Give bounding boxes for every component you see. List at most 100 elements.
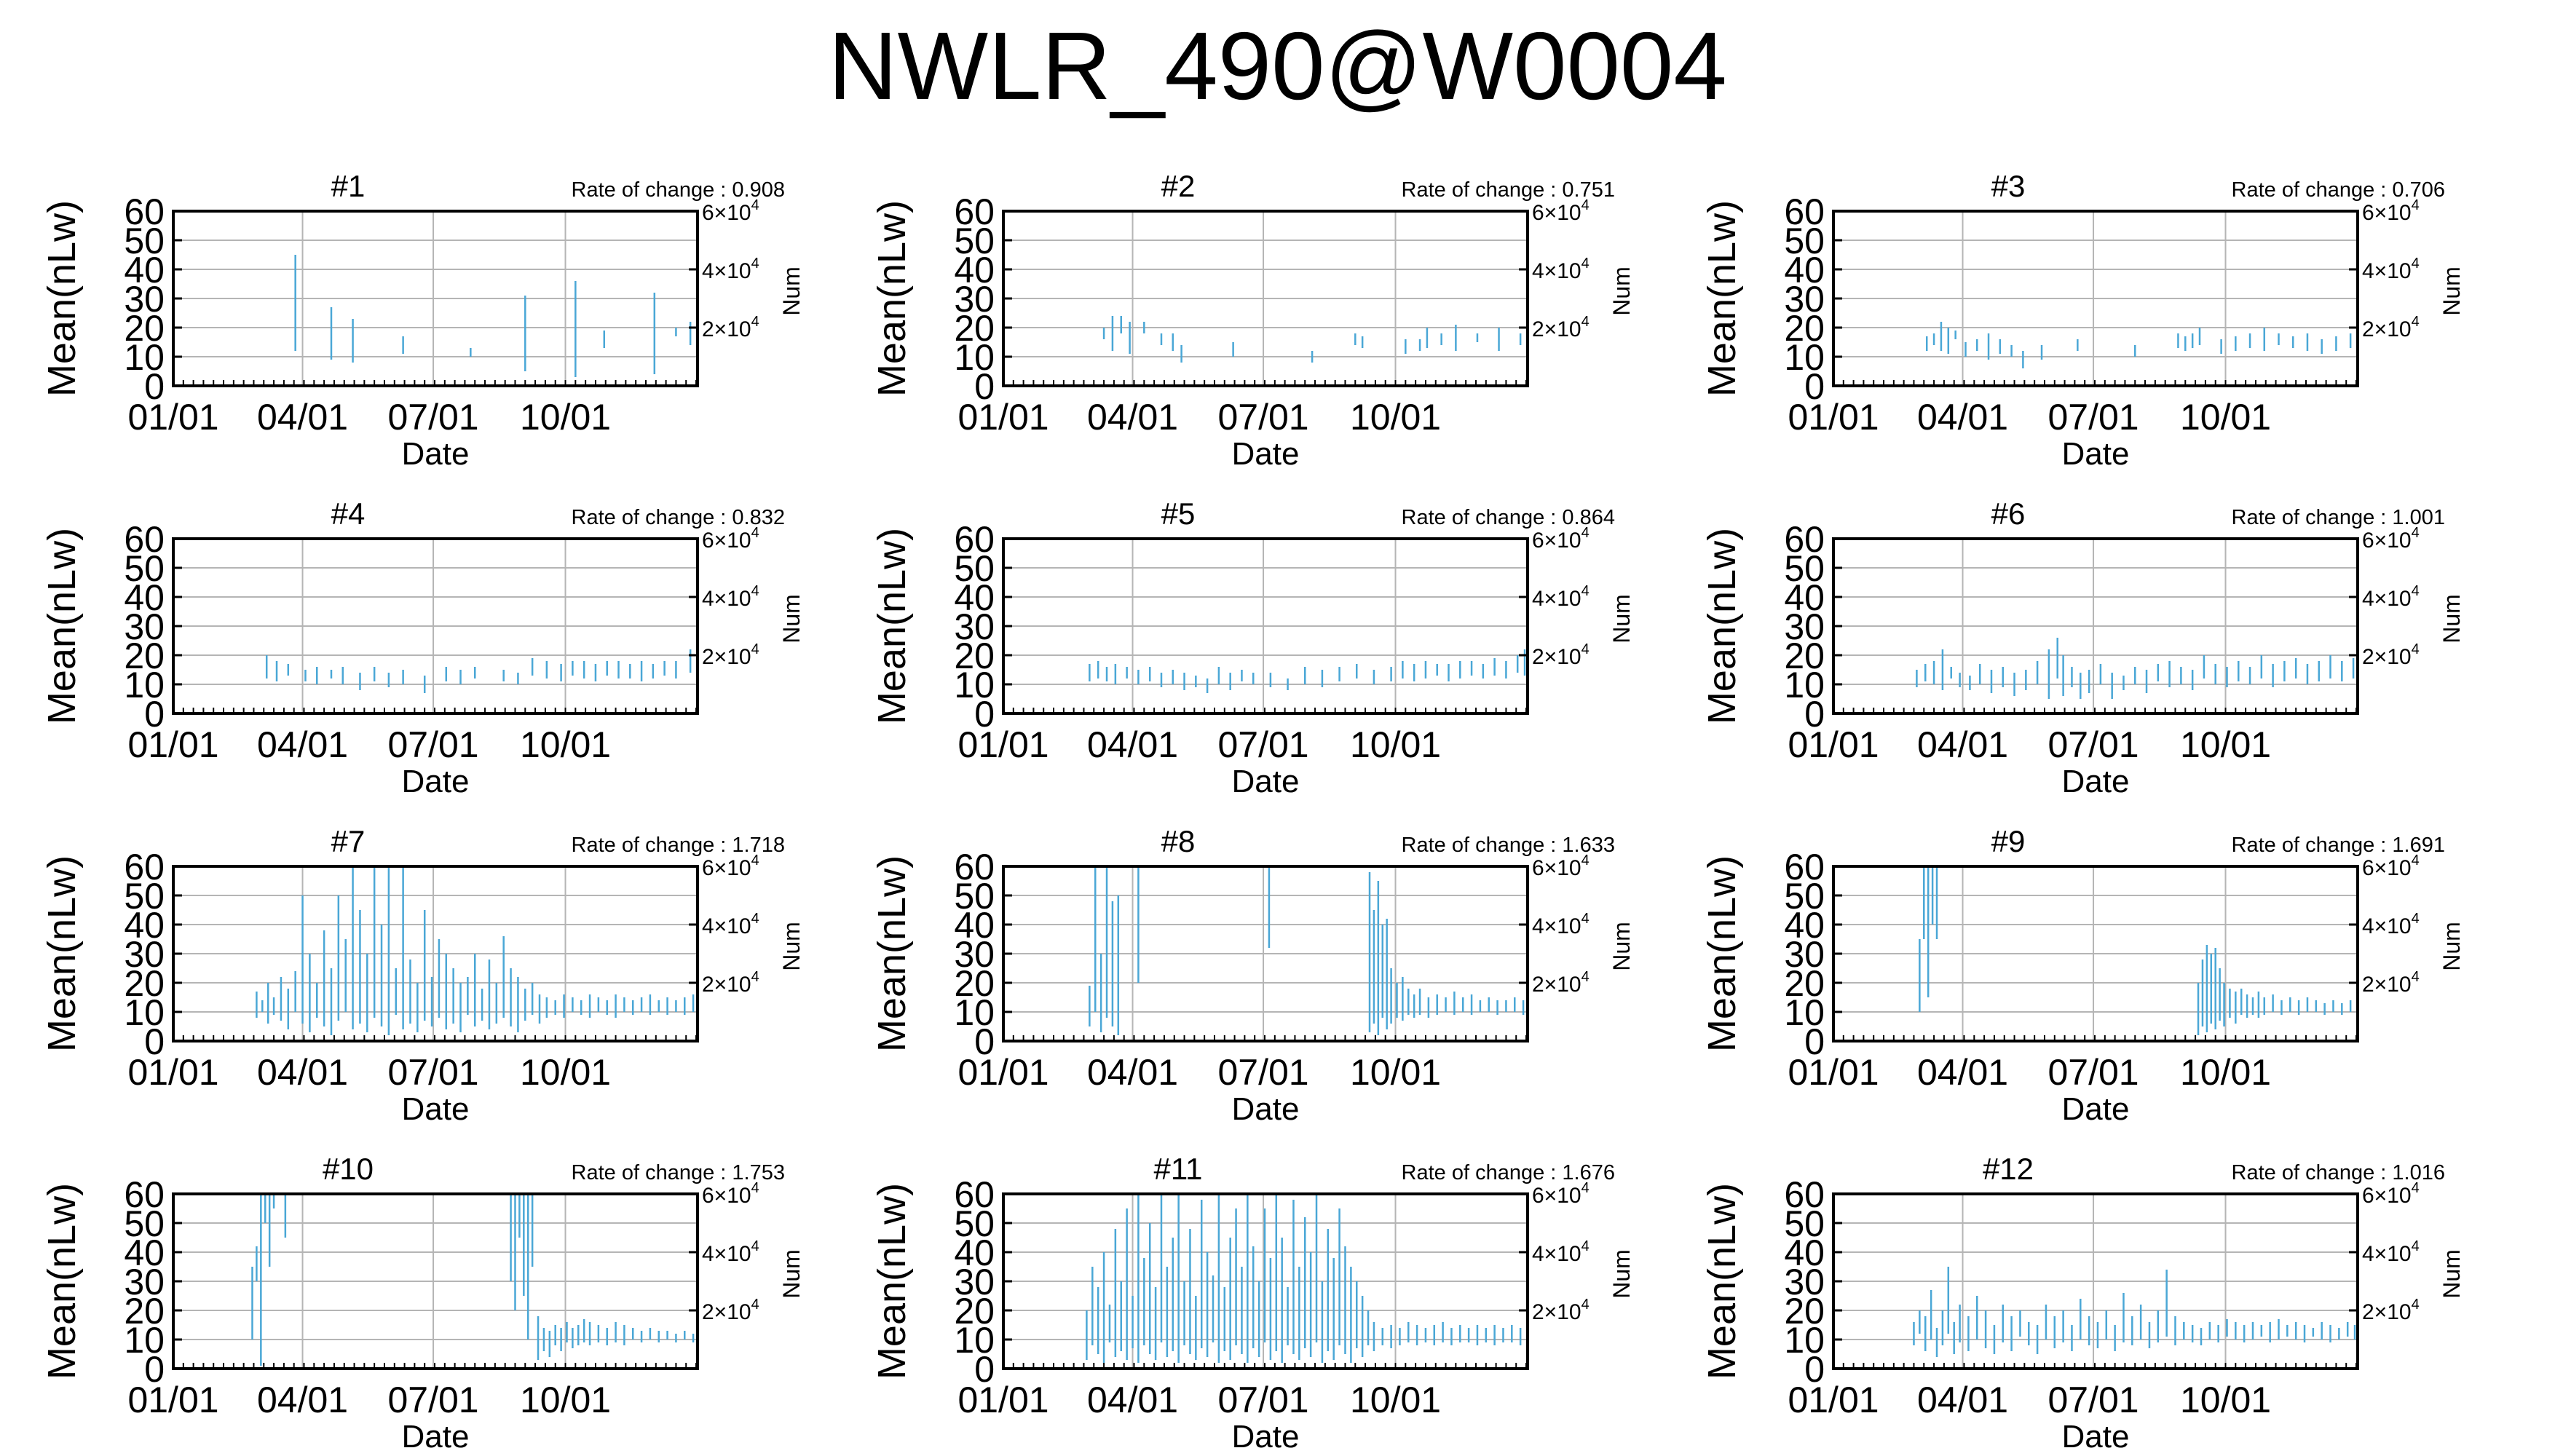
y2tick-label: 2×104: [1532, 969, 1590, 997]
rate-of-change: Rate of change : 0.706: [2232, 178, 2445, 202]
xtick-label: 07/01: [1217, 1052, 1308, 1093]
xtick-label: 04/01: [1917, 397, 2008, 438]
xlabel: Date: [1232, 1419, 1300, 1455]
ytick-label: 40: [954, 577, 995, 618]
y2label: Num: [778, 922, 805, 971]
panel-title: #1: [331, 169, 366, 203]
xtick-label: 10/01: [2180, 397, 2271, 438]
ytick-label: 10: [1784, 337, 1825, 378]
ylabel: Mean(nLw): [870, 200, 914, 397]
plot-frame: [1832, 865, 2359, 1042]
y2tick-label: 4×104: [1532, 583, 1590, 611]
ytick-label: 50: [954, 876, 995, 917]
ytick-label: 30: [124, 934, 165, 975]
rate-of-change: Rate of change : 1.016: [2232, 1161, 2445, 1184]
xtick-label: 07/01: [1217, 1380, 1308, 1420]
xtick-label: 04/01: [257, 397, 348, 438]
xtick-label: 04/01: [257, 1380, 348, 1420]
plot-frame: [172, 1192, 699, 1370]
xtick-label: 01/01: [127, 1052, 218, 1093]
plot-frame: [1832, 1192, 2359, 1370]
ytick-label: 20: [1784, 636, 1825, 676]
ytick-label: 20: [954, 636, 995, 676]
ylabel: Mean(nLw): [870, 528, 914, 724]
plot-frame: [1832, 210, 2359, 387]
xtick-label: 01/01: [127, 1380, 218, 1420]
y2label: Num: [778, 1249, 805, 1299]
y2tick-label: 2×104: [702, 641, 759, 669]
xlabel: Date: [2062, 1091, 2130, 1127]
ytick-label: 50: [1784, 548, 1825, 589]
xtick-label: 10/01: [520, 397, 611, 438]
rate-of-change: Rate of change : 0.751: [1402, 178, 1615, 202]
main-title: NWLR_490@W0004: [828, 12, 1727, 119]
rate-of-change: Rate of change : 1.633: [1402, 834, 1615, 857]
ytick-label: 60: [1784, 191, 1825, 232]
xtick-label: 10/01: [520, 724, 611, 765]
ytick-label: 20: [1784, 963, 1825, 1004]
panel-title: #12: [1983, 1152, 2034, 1186]
xtick-label: 10/01: [1350, 1052, 1441, 1093]
y2tick-label: 4×104: [702, 583, 759, 611]
panel-title: #2: [1161, 169, 1196, 203]
y2tick-label: 6×104: [1532, 1180, 1590, 1208]
y2tick-label: 6×104: [2362, 852, 2420, 880]
xtick-label: 10/01: [2180, 1380, 2271, 1420]
ytick-label: 0: [974, 1349, 995, 1390]
plot-frame: [1002, 865, 1529, 1042]
ytick-label: 40: [1784, 905, 1825, 946]
ylabel: Mean(nLw): [1700, 1183, 1744, 1380]
y2tick-label: 2×104: [702, 1297, 759, 1324]
ytick-label: 30: [124, 279, 165, 320]
y2tick-label: 2×104: [1532, 314, 1590, 341]
y2tick-label: 6×104: [2362, 197, 2420, 225]
ytick-label: 60: [124, 519, 165, 560]
y2label: Num: [1608, 922, 1635, 971]
xlabel: Date: [1232, 764, 1300, 799]
xtick-label: 01/01: [1788, 724, 1879, 765]
xlabel: Date: [402, 1419, 470, 1455]
ytick-label: 40: [954, 1233, 995, 1273]
xtick-label: 04/01: [1087, 397, 1178, 438]
rate-of-change: Rate of change : 0.864: [1402, 506, 1615, 529]
xtick-label: 01/01: [957, 724, 1049, 765]
plot-frame: [1002, 537, 1529, 715]
ytick-label: 60: [1784, 1174, 1825, 1215]
y2label: Num: [2438, 922, 2465, 971]
ylabel: Mean(nLw): [1700, 528, 1744, 724]
ytick-label: 0: [974, 1021, 995, 1062]
ytick-label: 10: [954, 665, 995, 705]
ytick-label: 50: [1784, 1203, 1825, 1244]
y2tick-label: 6×104: [702, 197, 759, 225]
xtick-label: 04/01: [1087, 724, 1178, 765]
xlabel: Date: [2062, 764, 2130, 799]
ytick-label: 10: [1784, 992, 1825, 1033]
ytick-label: 30: [954, 606, 995, 647]
ytick-label: 60: [954, 191, 995, 232]
plot-frame: [1002, 210, 1529, 387]
y2tick-label: 4×104: [702, 911, 759, 938]
panel-title: #8: [1161, 824, 1196, 858]
y2label: Num: [778, 266, 805, 316]
ytick-label: 0: [144, 694, 165, 735]
ytick-label: 0: [974, 694, 995, 735]
ytick-label: 10: [1784, 665, 1825, 705]
y2tick-label: 2×104: [1532, 1297, 1590, 1324]
ytick-label: 20: [124, 636, 165, 676]
ytick-label: 30: [954, 279, 995, 320]
ytick-label: 30: [124, 1262, 165, 1302]
xtick-label: 07/01: [2047, 1380, 2139, 1420]
y2label: Num: [2438, 594, 2465, 644]
ytick-label: 30: [1784, 1262, 1825, 1302]
y2tick-label: 6×104: [702, 852, 759, 880]
panel-title: #9: [1991, 824, 2026, 858]
ytick-label: 40: [1784, 1233, 1825, 1273]
ytick-label: 0: [1804, 1021, 1825, 1062]
